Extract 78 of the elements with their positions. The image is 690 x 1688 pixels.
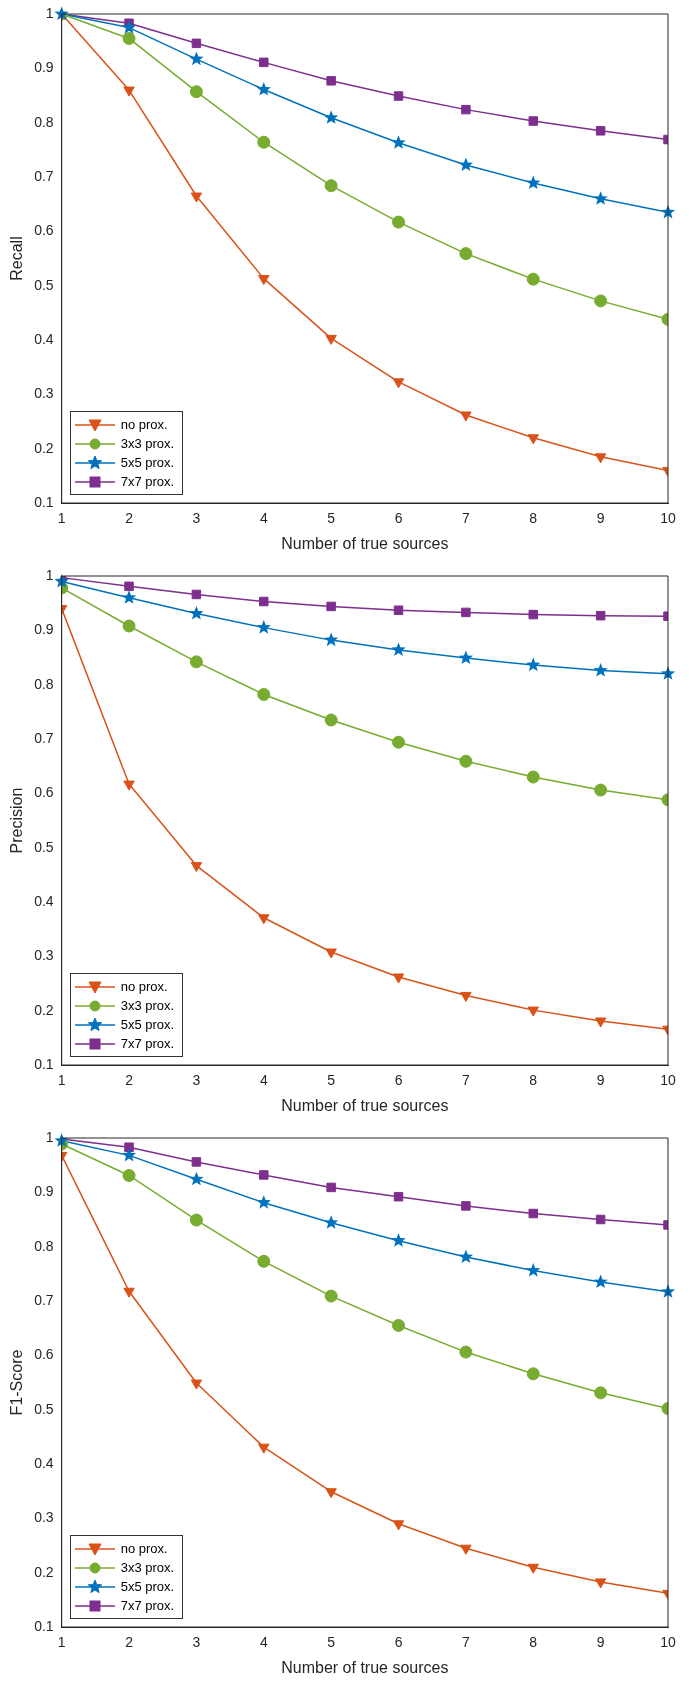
y-tick-label: 0.6 bbox=[34, 784, 54, 801]
y-tick-label: 0.9 bbox=[34, 621, 54, 638]
legend-label: no prox. bbox=[120, 1541, 168, 1556]
legend-label: 5x5 prox. bbox=[120, 1579, 175, 1594]
x-tick-label: 1 bbox=[57, 1072, 66, 1089]
x-axis-title: Number of true sources bbox=[281, 534, 449, 552]
x-tick-label: 10 bbox=[660, 1634, 676, 1651]
x-tick-label: 9 bbox=[596, 1634, 605, 1651]
y-tick-label: 0.4 bbox=[34, 892, 54, 909]
x-tick-label: 7 bbox=[461, 510, 470, 527]
y-tick-label: 0.6 bbox=[34, 1346, 54, 1363]
legend-label: 7x7 prox. bbox=[120, 1598, 175, 1613]
x-tick-label: 6 bbox=[394, 510, 403, 527]
x-tick-label: 5 bbox=[327, 510, 336, 527]
y-tick-label: 0.5 bbox=[34, 838, 54, 855]
y-tick-label: 0.2 bbox=[34, 1001, 54, 1018]
y-tick-label: 0.1 bbox=[34, 493, 54, 510]
x-tick-label: 6 bbox=[394, 1072, 403, 1089]
x-tick-label: 9 bbox=[596, 510, 605, 527]
y-axis-title: Precision bbox=[8, 787, 26, 854]
x-tick-label: 2 bbox=[125, 1072, 134, 1089]
x-tick-label: 8 bbox=[529, 510, 538, 527]
x-tick-label: 8 bbox=[529, 1634, 538, 1651]
x-tick-label: 7 bbox=[461, 1072, 470, 1089]
y-tick-label: 0.2 bbox=[34, 439, 54, 456]
y-tick-label: 0.8 bbox=[34, 1237, 54, 1254]
x-tick-label: 10 bbox=[660, 1072, 676, 1089]
y-tick-label: 0.1 bbox=[34, 1617, 54, 1634]
x-tick-label: 8 bbox=[529, 1072, 538, 1089]
x-tick-label: 1 bbox=[57, 510, 66, 527]
x-tick-label: 5 bbox=[327, 1072, 336, 1089]
y-tick-label: 0.3 bbox=[34, 1509, 54, 1526]
x-tick-label: 4 bbox=[259, 1634, 268, 1651]
y-tick-label: 1 bbox=[45, 4, 54, 21]
y-tick-label: 0.4 bbox=[34, 330, 54, 347]
legend-label: 3x3 prox. bbox=[120, 1560, 175, 1575]
y-tick-label: 0.1 bbox=[34, 1055, 54, 1072]
legend-label: 7x7 prox. bbox=[120, 1036, 175, 1051]
x-tick-label: 4 bbox=[259, 510, 268, 527]
legend-label: no prox. bbox=[120, 979, 168, 994]
x-tick-label: 6 bbox=[394, 1634, 403, 1651]
x-tick-label: 2 bbox=[125, 1634, 134, 1651]
y-axis-title: Recall bbox=[8, 236, 26, 281]
y-tick-label: 0.9 bbox=[34, 1183, 54, 1200]
y-tick-label: 0.5 bbox=[34, 1400, 54, 1417]
legend-label: 5x5 prox. bbox=[120, 455, 175, 470]
y-tick-label: 0.6 bbox=[34, 222, 54, 239]
x-tick-label: 5 bbox=[327, 1634, 336, 1651]
y-tick-label: 0.3 bbox=[34, 385, 54, 402]
x-tick-label: 4 bbox=[259, 1072, 268, 1089]
x-tick-label: 2 bbox=[125, 510, 134, 527]
x-tick-label: 3 bbox=[192, 1634, 201, 1651]
y-tick-label: 1 bbox=[45, 566, 54, 583]
y-tick-label: 0.9 bbox=[34, 59, 54, 76]
legend-label: 7x7 prox. bbox=[120, 474, 175, 489]
x-tick-label: 7 bbox=[461, 1634, 470, 1651]
x-tick-label: 3 bbox=[192, 510, 201, 527]
y-tick-label: 0.7 bbox=[34, 729, 54, 746]
y-tick-label: 0.5 bbox=[34, 276, 54, 293]
y-tick-label: 0.2 bbox=[34, 1563, 54, 1580]
y-tick-label: 0.7 bbox=[34, 167, 54, 184]
legend-label: no prox. bbox=[120, 417, 168, 432]
x-axis-title: Number of true sources bbox=[281, 1658, 449, 1676]
y-tick-label: 0.3 bbox=[34, 947, 54, 964]
y-axis-title: F1-Score bbox=[8, 1349, 26, 1416]
x-tick-label: 3 bbox=[192, 1072, 201, 1089]
x-tick-label: 9 bbox=[596, 1072, 605, 1089]
legend-label: 3x3 prox. bbox=[120, 436, 175, 451]
legend-label: 5x5 prox. bbox=[120, 1017, 175, 1032]
y-tick-label: 0.4 bbox=[34, 1454, 54, 1471]
y-tick-label: 0.8 bbox=[34, 113, 54, 130]
y-tick-label: 0.7 bbox=[34, 1291, 54, 1308]
legend-label: 3x3 prox. bbox=[120, 998, 175, 1013]
x-tick-label: 10 bbox=[660, 510, 676, 527]
x-axis-title: Number of true sources bbox=[281, 1096, 449, 1114]
x-tick-label: 1 bbox=[57, 1634, 66, 1651]
y-tick-label: 0.8 bbox=[34, 675, 54, 692]
y-tick-label: 1 bbox=[45, 1128, 54, 1145]
